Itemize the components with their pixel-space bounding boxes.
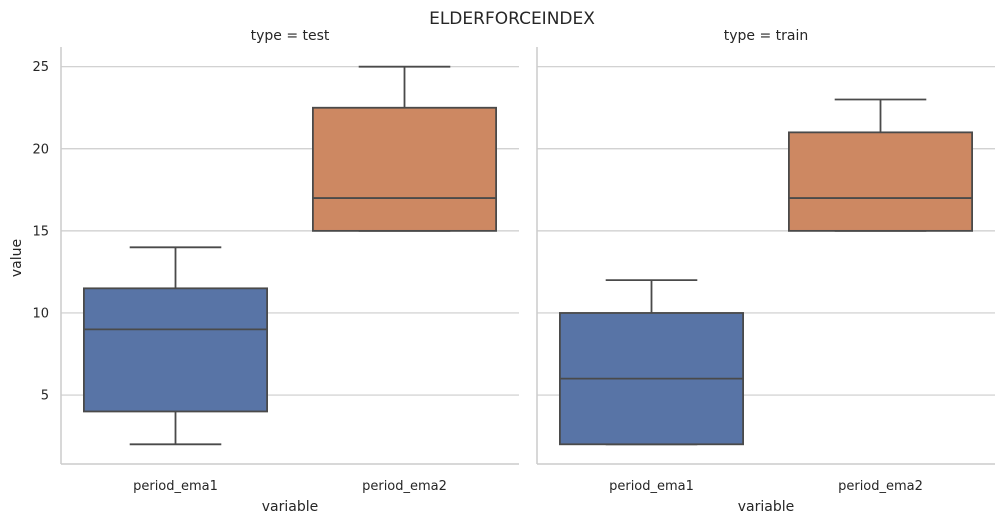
- y-tick-label-15: 15: [32, 224, 49, 239]
- x-tick-label-period_ema1: period_ema1: [609, 479, 694, 494]
- box-period_ema1: [559, 279, 745, 446]
- y-tick-label-25: 25: [32, 60, 49, 75]
- facet-panel-1: 5 10 15 20 25 type = test period_ema1 period_em…: [32, 28, 519, 515]
- box-period_ema2: [311, 65, 497, 232]
- box-period_ema1: [83, 246, 268, 446]
- x-tick-label-period_ema2: period_ema2: [362, 479, 447, 494]
- y-tick-label-20: 20: [32, 142, 49, 157]
- y-tick-label-5: 5: [41, 389, 49, 404]
- facet-panel-2: type = train period_ema1 period_ema2variab…: [536, 28, 995, 515]
- y-tick-label-10: 10: [32, 306, 49, 321]
- box-body: [83, 287, 268, 413]
- x-axis-label: variable: [262, 499, 318, 515]
- x-tick-label-period_ema1: period_ema1: [133, 479, 218, 494]
- y-axis-label: value: [9, 239, 25, 277]
- box-period_ema2: [788, 98, 974, 232]
- box-body: [311, 106, 497, 232]
- x-tick-label-period_ema2: period_ema2: [838, 479, 923, 494]
- x-axis-label: variable: [738, 499, 794, 515]
- figure-title: ELDERFORCEINDEX: [429, 9, 595, 29]
- facet-title: type = train: [724, 28, 809, 44]
- facets: 5 10 15 20 25 type = test period_ema1 period_em…: [32, 28, 995, 515]
- box-body: [788, 131, 974, 232]
- facet-title: type = test: [251, 28, 330, 44]
